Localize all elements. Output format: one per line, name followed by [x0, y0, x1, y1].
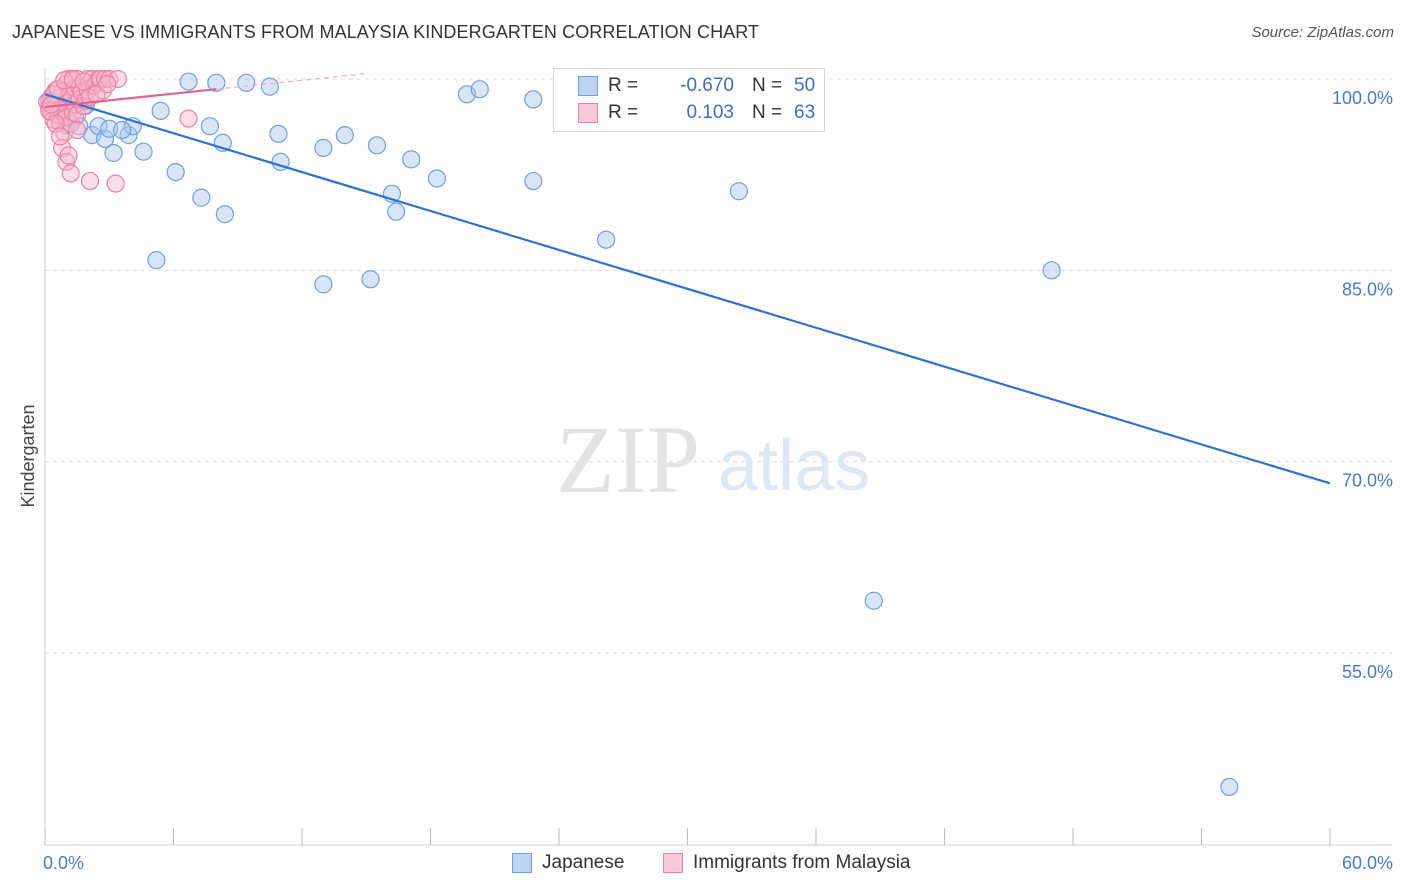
bottom-legend-malaysia: Immigrants from Malaysia — [663, 852, 911, 874]
bottom-legend-swatch-malaysia — [663, 853, 683, 873]
trend-lines — [44, 72, 1331, 485]
point-malaysia — [50, 127, 70, 146]
point-japanese — [112, 120, 132, 140]
point-japanese — [427, 169, 447, 188]
point-japanese — [215, 205, 234, 224]
point-japanese — [524, 90, 543, 109]
point-malaysia — [80, 171, 100, 191]
point-japanese — [179, 72, 198, 91]
legend-n-value: 63 — [794, 102, 816, 123]
point-japanese — [95, 129, 115, 149]
point-japanese — [1220, 777, 1239, 797]
point-japanese — [207, 73, 226, 92]
gridlines — [45, 78, 1392, 654]
chart-source: Source: ZipAtlas.com — [1251, 24, 1394, 41]
point-japanese — [104, 143, 123, 163]
legend-n-value: 50 — [794, 75, 816, 96]
bottom-legend-swatch-japanese — [512, 853, 532, 873]
point-malaysia — [68, 120, 87, 140]
point-japanese — [367, 136, 387, 155]
trendline-malaysia-extension — [216, 72, 367, 90]
point-japanese — [269, 124, 288, 143]
axes — [44, 68, 1392, 846]
x-tick-label: 60.0% — [1342, 853, 1393, 873]
watermark-atlas: atlas — [718, 426, 870, 506]
legend-row-malaysia: R = 0.103 N = 63 — [578, 100, 815, 126]
point-japanese — [192, 188, 211, 207]
bottom-legend-label: Japanese — [542, 852, 625, 873]
point-japanese — [314, 138, 333, 157]
point-japanese — [597, 230, 616, 249]
watermark-zip: ZIP — [556, 406, 700, 513]
point-japanese — [1042, 261, 1061, 280]
chart-title: JAPANESE VS IMMIGRANTS FROM MALAYSIA KIN… — [12, 22, 760, 42]
point-malaysia — [108, 69, 127, 89]
y-tick-label: 100.0% — [1332, 88, 1393, 108]
point-japanese — [729, 182, 749, 201]
point-malaysia — [68, 105, 87, 124]
bottom-legend-japanese: Japanese — [512, 852, 624, 874]
point-japanese — [864, 591, 883, 610]
point-japanese — [335, 126, 354, 145]
y-tick-label: 55.0% — [1342, 662, 1393, 682]
x-tick-label: 0.0% — [43, 853, 84, 873]
point-malaysia — [98, 75, 117, 94]
point-malaysia — [63, 69, 82, 89]
trendline-japanese — [44, 93, 1331, 485]
stats-legend: R = -0.670 N = 50 R = 0.103 N = 63 — [553, 68, 825, 132]
axis-labels: 55.0% 70.0% 85.0% 100.0% 0.0% 60.0% — [43, 88, 1393, 873]
legend-r-value: -0.670 — [680, 75, 734, 96]
point-malaysia — [106, 174, 125, 193]
legend-n-label: N = — [752, 75, 783, 96]
legend-r-label: R = — [608, 102, 639, 123]
point-japanese — [387, 202, 406, 221]
point-japanese — [200, 117, 220, 136]
legend-n-label: N = — [752, 102, 783, 123]
point-malaysia — [74, 72, 93, 91]
point-japanese — [166, 163, 185, 182]
legend-swatch-malaysia — [578, 103, 598, 123]
bottom-legend-label: Immigrants from Malaysia — [693, 852, 911, 873]
point-japanese — [147, 251, 166, 270]
point-malaysia — [59, 146, 78, 165]
point-japanese — [260, 77, 279, 96]
point-japanese — [470, 80, 489, 99]
point-malaysia — [179, 109, 198, 128]
y-axis-label: Kindergarten — [18, 404, 38, 507]
legend-r-value: 0.103 — [686, 102, 734, 123]
legend-row-japanese: R = -0.670 N = 50 — [578, 73, 815, 99]
y-tick-label: 70.0% — [1342, 471, 1393, 491]
legend-r-label: R = — [608, 75, 639, 96]
trendline-malaysia — [44, 88, 217, 109]
point-malaysia — [61, 164, 80, 183]
y-tick-label: 85.0% — [1342, 279, 1393, 299]
point-japanese — [237, 73, 256, 92]
point-japanese — [402, 150, 421, 169]
point-japanese — [134, 142, 153, 161]
point-japanese — [524, 171, 543, 191]
legend-swatch-japanese — [578, 76, 598, 96]
point-japanese — [361, 270, 380, 289]
point-japanese — [314, 275, 333, 294]
point-japanese — [151, 101, 170, 120]
